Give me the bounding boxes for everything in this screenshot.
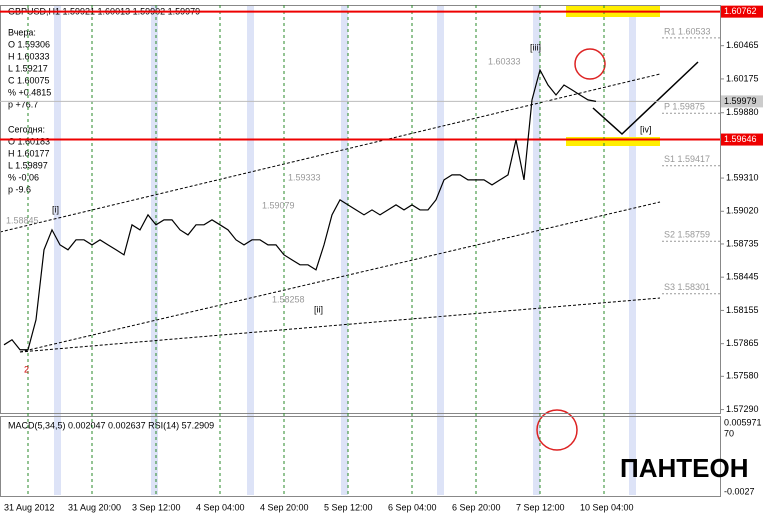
info-text: O 1.59306 [8, 39, 50, 49]
indicator-tick: -0.0027 [724, 486, 755, 496]
annotation: 1.59333 [288, 172, 321, 182]
info-text: L 1.59897 [8, 160, 48, 170]
x-tick-label: 31 Aug 20:00 [68, 502, 121, 512]
annotation: 1.58845 [6, 215, 39, 225]
pivot-label: P 1.59875 [664, 102, 705, 112]
info-text: Вчера: [8, 27, 36, 37]
annotation: 1.58258 [272, 294, 305, 304]
x-tick-label: 4 Sep 20:00 [260, 502, 309, 512]
indicator-label: MACD(5,34,5) 0.002047 0.002637 RSI(14) 5… [8, 420, 214, 430]
price-tag-label: 1.59979 [724, 96, 757, 106]
y-tick-label: 1.59020 [726, 206, 759, 216]
y-tick-label: 1.59310 [726, 172, 759, 182]
x-tick-label: 3 Sep 12:00 [132, 502, 181, 512]
price-line [3, 68, 597, 351]
y-tick-label: 1.60465 [726, 40, 759, 50]
price-tag [721, 95, 763, 108]
indicator-pane [0, 416, 721, 497]
price-tag [721, 5, 763, 18]
pivot-label: R1 1.60533 [664, 26, 711, 36]
session-bands [54, 5, 636, 495]
logo: ПАНТЕОН [620, 453, 748, 483]
info-text: % +0.4815 [8, 87, 51, 97]
y-tick-label: 1.58445 [726, 272, 759, 282]
price-tag [721, 133, 763, 146]
channel-lines [0, 73, 661, 353]
x-tick-label: 5 Sep 12:00 [324, 502, 373, 512]
y-tick-label: 1.57290 [726, 404, 759, 414]
info-text: p +76.7 [8, 99, 38, 109]
annotation: [iv] [640, 124, 652, 134]
x-tick-label: 31 Aug 2012 [4, 502, 55, 512]
x-tick-label: 10 Sep 04:00 [580, 502, 634, 512]
annotation: 1.60333 [488, 56, 521, 66]
info-text: C 1.60075 [8, 75, 50, 85]
annotation: [i] [52, 204, 59, 214]
info-text: O 1.60183 [8, 136, 50, 146]
pivot-label: S1 1.59417 [664, 154, 710, 164]
pivot-label: S3 1.58301 [664, 282, 710, 292]
price-tag-label: 1.59646 [724, 134, 757, 144]
y-tick-label: 1.57865 [726, 338, 759, 348]
info-text: % -0.06 [8, 172, 39, 182]
info-text: L 1.59217 [8, 63, 48, 73]
info-text: H 1.60333 [8, 51, 50, 61]
info-text: p -9.6 [8, 184, 31, 194]
annotation: 1.59079 [262, 200, 295, 210]
y-tick-label: 1.58735 [726, 238, 759, 248]
pivot-label: S2 1.58759 [664, 230, 710, 240]
main-pane [0, 5, 721, 414]
x-tick-label: 7 Sep 12:00 [516, 502, 565, 512]
x-tick-label: 4 Sep 04:00 [196, 502, 245, 512]
annotation: 2 [24, 364, 29, 374]
indicator-tick: 70 [724, 428, 734, 438]
y-tick-label: 1.60175 [726, 73, 759, 83]
annotation: [iii] [530, 42, 541, 52]
y-tick-label: 1.57580 [726, 371, 759, 381]
price-tag-label: 1.60762 [724, 6, 757, 16]
annotation: [ii] [314, 304, 323, 314]
highlight-circle [574, 48, 606, 80]
x-tick-label: 6 Sep 04:00 [388, 502, 437, 512]
forecast-arrow [592, 61, 699, 136]
y-tick-label: 1.58155 [726, 305, 759, 315]
y-tick-label: 1.59880 [726, 107, 759, 117]
x-tick-label: 6 Sep 20:00 [452, 502, 501, 512]
indicator-tick: 0.005971 [724, 417, 762, 427]
highlight-circle [536, 409, 578, 451]
info-text: H 1.60177 [8, 148, 50, 158]
info-text: Сегодня: [8, 124, 45, 134]
